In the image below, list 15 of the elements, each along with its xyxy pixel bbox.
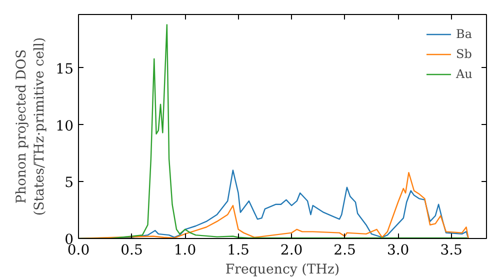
legend-label: Ba — [456, 27, 473, 41]
x-tick-label: 3.0 — [386, 242, 410, 258]
y-tick-label: 10 — [56, 118, 74, 134]
x-tick-label: 1.5 — [227, 242, 250, 258]
x-tick-label: 0.5 — [120, 242, 143, 258]
x-tick-label: 3.5 — [440, 242, 462, 258]
legend-label: Sb — [456, 47, 473, 61]
x-tick-label: 1.0 — [174, 242, 196, 258]
y-tick-label: 5 — [64, 175, 74, 192]
x-axis-title: Frequency (THz) — [225, 262, 340, 278]
y-axis-title: Phonon projected DOS (States/THz·primitive cell) — [14, 37, 48, 216]
y-tick-label: 15 — [56, 61, 74, 78]
x-tick-label: 2.5 — [334, 242, 356, 258]
x-tick-label: 2.0 — [280, 242, 303, 258]
legend-label: Au — [456, 67, 474, 81]
